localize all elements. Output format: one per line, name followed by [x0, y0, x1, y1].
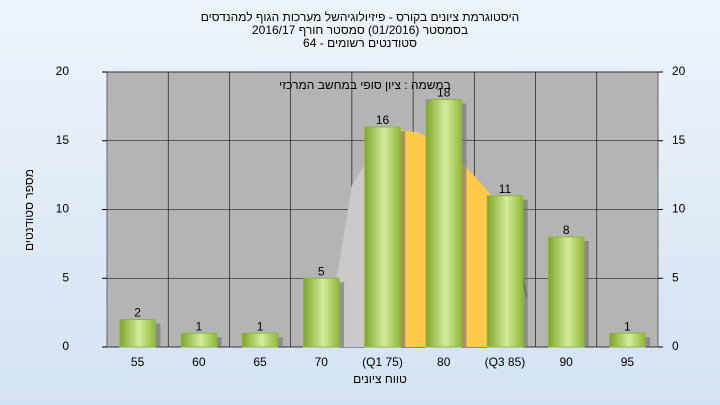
value-label: 18 — [437, 86, 451, 100]
x-axis-label: טווח ציונים — [353, 372, 407, 386]
x-tick-label: 60 — [192, 355, 206, 369]
y2-tick-label: 0 — [672, 339, 679, 353]
bar — [609, 332, 646, 348]
chart-subtitle: בסמסטר (01/2016) סמסטר חורף 2016/17 — [252, 23, 468, 37]
value-label: 11 — [499, 182, 512, 196]
y2-tick-label: 5 — [672, 270, 679, 284]
value-label: 16 — [376, 113, 390, 127]
y2-tick-label: 20 — [672, 64, 686, 78]
value-label: 5 — [318, 264, 325, 278]
value-label: 1 — [624, 319, 631, 333]
bar — [303, 277, 340, 348]
annotation: במשמה : ציון סופי במחשב המרכזי — [279, 78, 451, 92]
x-tick-label: 80 — [437, 355, 451, 369]
y2-tick-label: 15 — [672, 133, 686, 147]
y-axis-label: מספר סטודנטים — [22, 169, 36, 251]
x-tick-label: 90 — [559, 355, 573, 369]
bar — [180, 332, 218, 348]
bar — [241, 332, 279, 348]
value-label: 2 — [134, 306, 141, 320]
bar — [486, 195, 524, 348]
y2-tick-label: 10 — [672, 202, 686, 216]
x-tick-label: (Q3 85) — [485, 355, 526, 369]
bar — [425, 99, 462, 348]
y-tick-label: 0 — [62, 339, 69, 353]
value-label: 1 — [195, 319, 202, 333]
y-tick-label: 5 — [62, 270, 69, 284]
chart-title: היסטוגרמת ציונים בקורס - פיזיולוגיהשל מע… — [201, 10, 519, 24]
bar — [364, 126, 401, 348]
bar — [119, 319, 156, 348]
y-tick-label: 20 — [56, 64, 70, 78]
x-tick-label: 95 — [621, 355, 635, 369]
y-tick-label: 15 — [56, 133, 70, 147]
chart-subtitle: סטודנטים רשומים - 64 — [303, 36, 417, 50]
y-tick-label: 10 — [56, 202, 70, 216]
x-tick-label: 65 — [253, 355, 267, 369]
x-tick-label: (Q1 75) — [362, 355, 403, 369]
value-label: 8 — [563, 223, 570, 237]
value-label: 1 — [257, 319, 264, 333]
bar — [547, 236, 585, 348]
x-tick-label: 55 — [131, 355, 145, 369]
x-tick-label: 70 — [315, 355, 329, 369]
